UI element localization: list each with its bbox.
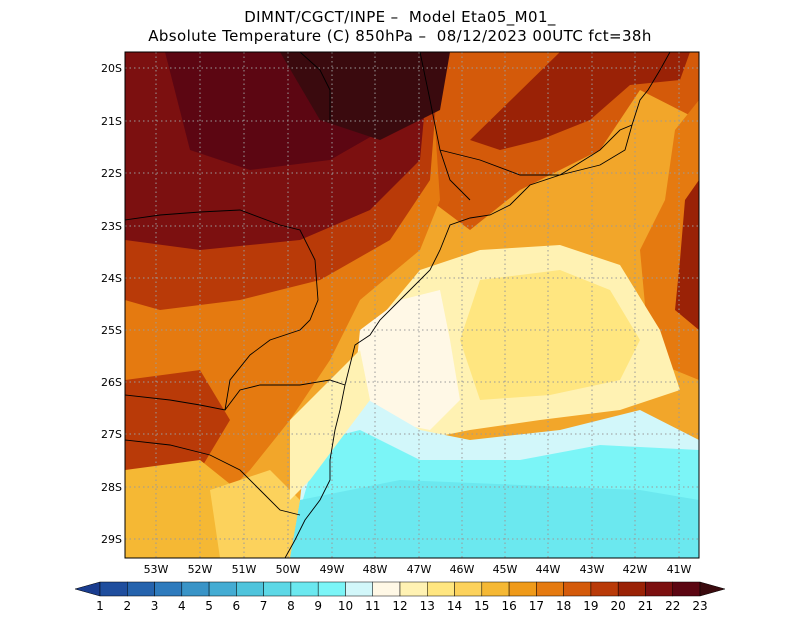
colorbar-segment <box>427 581 455 597</box>
lon-label: 45W <box>492 563 518 576</box>
field-coast-13 <box>290 350 370 500</box>
lon-label: 44W <box>535 563 561 576</box>
colorbar-segment <box>590 581 619 597</box>
field-19 <box>430 52 699 230</box>
field-east-21 <box>675 180 699 330</box>
lon-label: 42W <box>622 563 648 576</box>
lat-label: 24S <box>101 272 122 285</box>
coastline-borders <box>125 52 671 558</box>
graticule <box>125 52 699 558</box>
colorbar-segment <box>127 581 155 597</box>
lon-label: 48W <box>362 563 388 576</box>
lat-label: 22S <box>101 167 122 180</box>
colorbar-label: 2 <box>123 599 132 613</box>
colorbar-segment <box>481 581 510 597</box>
colorbar-label: 11 <box>365 599 381 613</box>
lat-label: 25S <box>101 324 122 337</box>
map-title-line2: Absolute Temperature (C) 850hPa – 08/12/… <box>148 27 652 45</box>
colorbar-segment <box>454 581 483 597</box>
lat-label: 27S <box>101 428 122 441</box>
colorbar-segment <box>645 581 673 597</box>
colorbar-label: 9 <box>314 599 322 613</box>
colorbar-segment <box>181 581 210 597</box>
lon-label: 43W <box>579 563 605 576</box>
colorbar-label: 1 <box>96 599 104 613</box>
colorbar-label: 4 <box>177 599 186 613</box>
colorbar-end-high <box>699 581 726 597</box>
colorbar-label: 22 <box>665 599 681 613</box>
colorbar-label: 23 <box>692 599 708 613</box>
colorbar-label: 14 <box>446 599 463 613</box>
colorbar-segment <box>508 581 537 597</box>
colorbar-segment <box>563 581 592 597</box>
colorbar-label: 12 <box>392 599 408 613</box>
colorbar-segment <box>536 581 564 597</box>
lon-label: 41W <box>666 563 692 576</box>
field-12 <box>355 290 460 430</box>
colorbar-label: 7 <box>259 599 268 613</box>
lat-label: 21S <box>101 115 122 128</box>
map-frame <box>124 51 700 559</box>
colorbar-segment <box>317 581 346 597</box>
colorbar <box>74 581 726 597</box>
lon-label: 50W <box>275 563 301 576</box>
colorbar-segment <box>617 581 646 597</box>
colorbar-segment <box>345 581 373 597</box>
colorbar-segment <box>154 581 183 597</box>
colorbar-label: 16 <box>501 599 517 613</box>
field-sw-15 <box>210 470 300 558</box>
colorbar-segment <box>263 581 292 597</box>
colorbar-label: 8 <box>287 599 295 613</box>
lat-label: 26S <box>101 376 122 389</box>
colorbar-label: 3 <box>150 599 159 613</box>
colorbar-label: 20 <box>610 599 626 613</box>
lon-label: 47W <box>406 563 432 576</box>
colorbar-segment <box>236 581 264 597</box>
colorbar-label: 19 <box>583 599 599 613</box>
colorbar-segment <box>208 581 237 597</box>
colorbar-segment <box>672 581 701 597</box>
lon-label: 53W <box>143 563 169 576</box>
lat-label: 23S <box>101 220 122 233</box>
field-21 <box>470 52 690 150</box>
colorbar-label: 13 <box>419 599 435 613</box>
lon-label: 49W <box>319 563 345 576</box>
colorbar-label: 5 <box>205 599 213 613</box>
lon-label: 52W <box>187 563 213 576</box>
lat-label: 20S <box>101 62 122 75</box>
field-9 <box>290 480 699 558</box>
lat-label: 28S <box>101 481 122 494</box>
lat-label: 29S <box>101 533 122 546</box>
colorbar-segment <box>399 581 428 597</box>
colorbar-label: 21 <box>637 599 654 613</box>
colorbar-label: 6 <box>232 599 241 613</box>
colorbar-segment <box>290 581 319 597</box>
lon-label: 46W <box>449 563 475 576</box>
colorbar-label: 18 <box>555 599 572 613</box>
colorbar-segment <box>99 581 128 597</box>
colorbar-label: 17 <box>528 599 544 613</box>
map-title-line1: DIMNT/CGCT/INPE – Model Eta05_M01_ <box>244 8 556 26</box>
colorbar-end-low <box>74 581 101 597</box>
temperature-field <box>125 52 699 558</box>
colorbar-label: 10 <box>337 599 354 613</box>
lon-label: 51W <box>231 563 257 576</box>
colorbar-segment <box>372 581 401 597</box>
colorbar-label: 15 <box>474 599 490 613</box>
